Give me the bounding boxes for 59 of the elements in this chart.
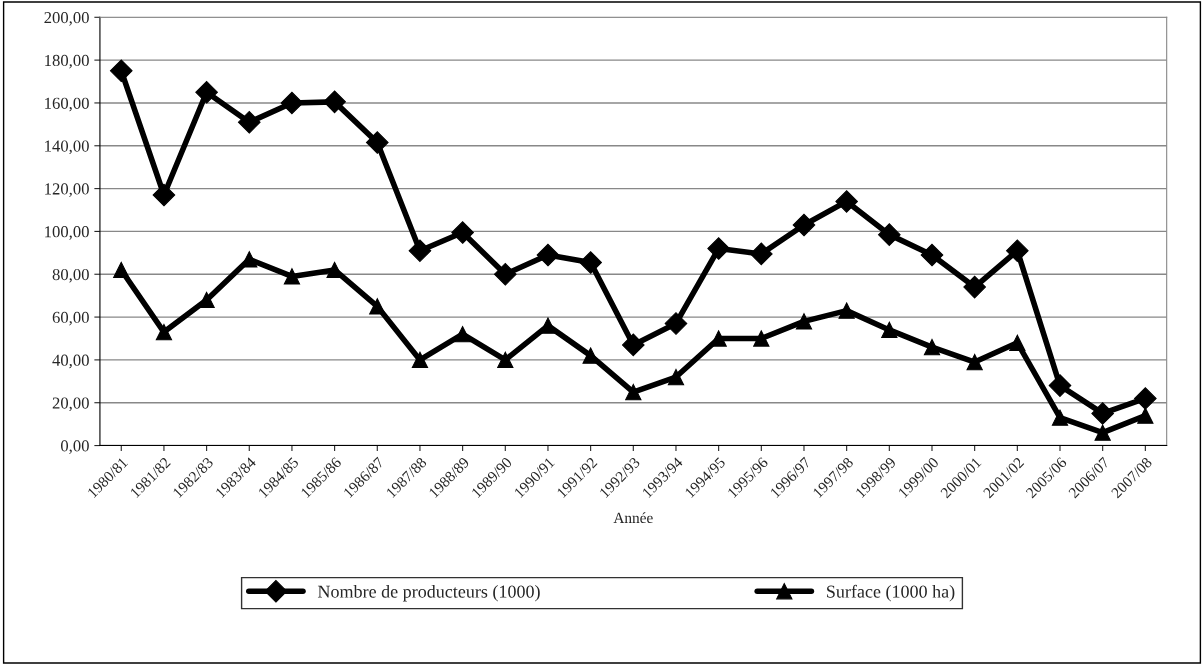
y-tick-label: 80,00 (52, 268, 89, 283)
point (1137, 407, 1154, 424)
y-tick-label: 160,00 (45, 97, 89, 112)
point (621, 333, 645, 357)
point (198, 291, 215, 309)
y-tick-label: 200,00 (44, 11, 89, 26)
point (493, 262, 517, 286)
point (795, 313, 813, 330)
point (195, 80, 218, 104)
point (451, 221, 474, 244)
y-tick-label: 20,00 (52, 397, 89, 412)
point (280, 91, 304, 115)
point (536, 243, 560, 267)
point (878, 223, 901, 246)
point (152, 183, 176, 207)
point (408, 239, 432, 263)
point (1094, 424, 1111, 441)
point (835, 190, 858, 213)
point (923, 338, 941, 356)
y-tick-label: 60,00 (52, 311, 89, 326)
point (707, 237, 730, 260)
point (1006, 239, 1029, 263)
legend-label: Surface (1000 ha) (827, 584, 955, 602)
point (113, 261, 130, 279)
point (237, 110, 261, 134)
point (881, 321, 898, 339)
y-tick-label: 0,00 (60, 440, 89, 454)
point (625, 383, 642, 401)
point (365, 131, 389, 154)
legend-label: Nombre de producteurs (1000) (317, 585, 540, 602)
point (1134, 387, 1157, 410)
point (497, 351, 514, 369)
point (792, 213, 816, 237)
point (749, 242, 773, 266)
point (454, 326, 471, 343)
point (920, 243, 944, 267)
point (1091, 402, 1114, 425)
point (1048, 374, 1072, 397)
point (667, 368, 685, 386)
point (109, 59, 133, 83)
point (411, 351, 429, 369)
point (323, 90, 346, 114)
point (579, 251, 602, 274)
y-tick-label: 40,00 (52, 354, 89, 369)
point (1051, 409, 1069, 426)
point (1009, 334, 1026, 351)
y-tick-label: 180,00 (45, 54, 89, 69)
y-tick-label: 120,00 (45, 183, 89, 197)
point (838, 302, 855, 319)
point (966, 353, 983, 371)
point (369, 298, 386, 315)
point (753, 330, 770, 347)
point (664, 312, 688, 335)
point (963, 275, 986, 299)
point (155, 323, 173, 341)
x-axis-title: Année (613, 512, 653, 524)
y-tick-label: 100,00 (45, 226, 89, 240)
y-tick-label: 140,00 (45, 140, 89, 155)
point (283, 268, 301, 285)
